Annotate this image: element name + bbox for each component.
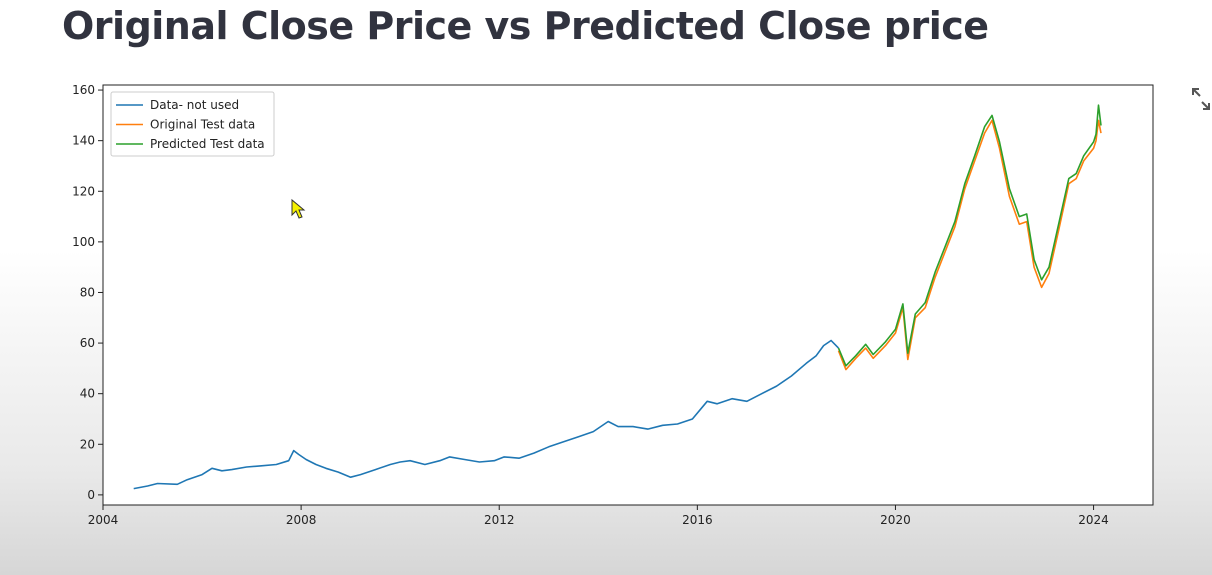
series-line-2: [837, 104, 1102, 367]
y-tick-label: 40: [80, 387, 95, 401]
series-layer: [133, 104, 1102, 490]
series-line-0: [133, 339, 840, 490]
y-tick-label: 100: [72, 235, 95, 249]
y-tick-label: 120: [72, 184, 95, 198]
y-tick-label: 20: [80, 437, 95, 451]
series-line-1: [837, 119, 1102, 371]
page-title: Original Close Price vs Predicted Close …: [62, 4, 989, 48]
x-tick-label: 2024: [1078, 513, 1109, 527]
mouse-pointer-icon: [290, 198, 306, 224]
expand-arrows-icon[interactable]: [1190, 86, 1212, 114]
y-tick-label: 0: [87, 488, 95, 502]
plot-frame: [102, 84, 1154, 506]
legend-label: Original Test data: [150, 118, 255, 132]
y-tick-label: 60: [80, 336, 95, 350]
legend-label: Data- not used: [150, 98, 239, 112]
x-tick-label: 2020: [880, 513, 911, 527]
legend-label: Predicted Test data: [150, 137, 265, 151]
legend-box: [110, 91, 275, 157]
y-tick-label: 140: [72, 134, 95, 148]
legend: Data- not used Original Test data Predicte…: [110, 91, 275, 157]
x-axis: 2004 2008 2012 2016 2020 2024: [88, 505, 1109, 527]
x-tick-label: 2012: [484, 513, 515, 527]
y-axis: 0 20 40 60 80 100 120 140 160: [72, 83, 103, 502]
x-tick-label: 2016: [682, 513, 713, 527]
x-tick-label: 2008: [286, 513, 317, 527]
x-tick-label: 2004: [88, 513, 119, 527]
y-tick-label: 80: [80, 285, 95, 299]
y-tick-label: 160: [72, 83, 95, 97]
